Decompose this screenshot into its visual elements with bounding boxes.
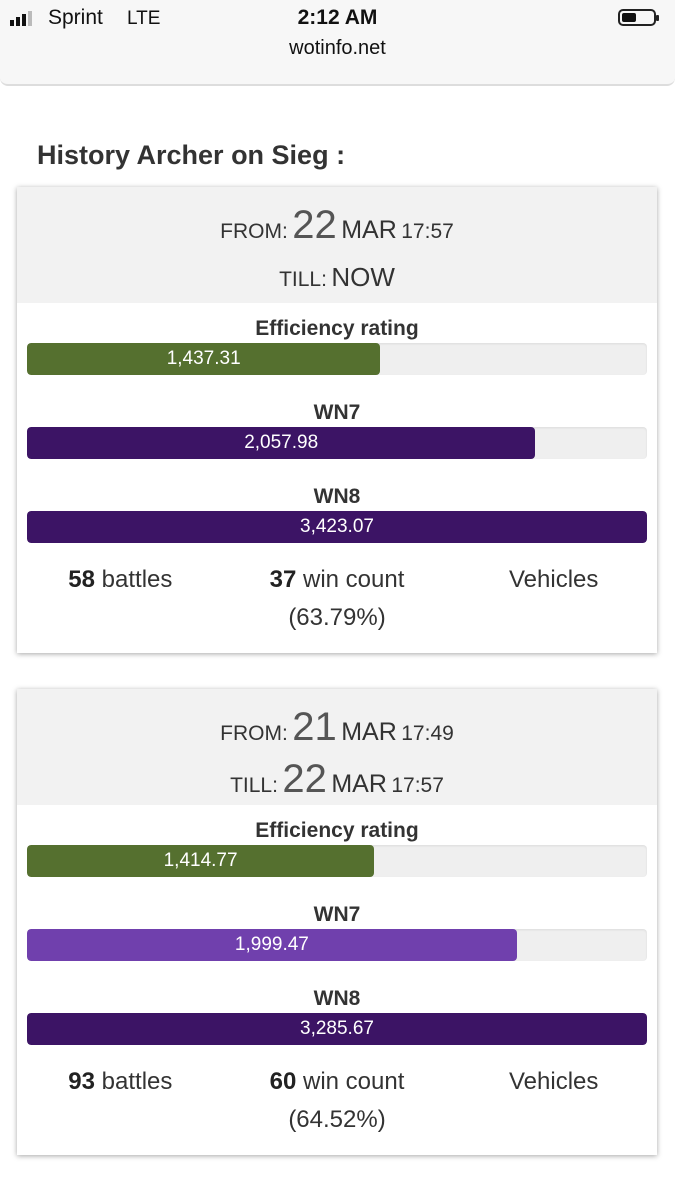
battles-label: battles	[101, 566, 173, 593]
url[interactable]: wotinfo.net	[289, 37, 386, 59]
from-time: 17:49	[401, 722, 454, 745]
rating-label: Efficiency rating	[255, 819, 419, 842]
battery-icon	[618, 9, 659, 26]
rating-track: 3,423.07	[27, 511, 647, 543]
battles: 58 battles	[27, 561, 214, 637]
status-bar: Sprint LTE 2:12 AM wotinfo.net	[0, 0, 675, 70]
wins-label: win count (64.52%)	[288, 1068, 405, 1133]
wins-count: 37	[269, 566, 297, 593]
card-header: FROM: 22 MAR 17:57 TILL: NOW	[17, 187, 657, 303]
rating-label: WN7	[313, 903, 361, 926]
rating-label: WN8	[313, 485, 361, 508]
battles-count: 58	[68, 566, 95, 593]
rating-label: WN7	[313, 401, 361, 424]
rating-track: 2,057.98	[27, 427, 647, 459]
wins-count: 60	[269, 1068, 297, 1095]
rating-bar: 3,423.07	[27, 511, 647, 543]
rating-label: Efficiency rating	[255, 317, 419, 340]
rating-bar: 1,437.31	[27, 343, 381, 375]
from-label: FROM:	[220, 722, 288, 745]
vehicles[interactable]: Vehicles	[508, 1068, 599, 1095]
page-header-strip	[0, 70, 675, 86]
heading: History Archer on Sieg :	[37, 140, 346, 170]
wins: 60 win count (64.52%)	[214, 1063, 461, 1139]
battles: 93 battles	[27, 1063, 214, 1139]
from-month: MAR	[341, 216, 397, 244]
history-card: FROM: 21 MAR 17:49 TILL: 22 MAR 17:57 Ef…	[17, 689, 657, 1155]
till-month: MAR	[331, 770, 387, 798]
rating-bar: 1,414.77	[27, 845, 375, 877]
till-label: TILL:	[279, 268, 327, 291]
history-card: FROM: 22 MAR 17:57 TILL: NOW Efficiency …	[17, 187, 657, 653]
from-line: FROM: 22 MAR 17:57	[17, 199, 657, 251]
from-day: 21	[292, 705, 337, 749]
rating-track: 3,285.67	[27, 1013, 647, 1045]
network: LTE	[127, 8, 161, 29]
wins-label: win count (63.79%)	[288, 566, 405, 631]
carrier: Sprint	[48, 6, 103, 29]
till-time: 17:57	[391, 774, 444, 797]
battles-label: battles	[101, 1068, 173, 1095]
till-label: TILL:	[230, 774, 278, 797]
rating-bar: 1,999.47	[27, 929, 517, 961]
from-time: 17:57	[401, 220, 454, 243]
rating-label: WN8	[313, 987, 361, 1010]
vehicles[interactable]: Vehicles	[508, 566, 599, 593]
till-day: 22	[282, 757, 327, 801]
rating-bar: 2,057.98	[27, 427, 536, 459]
card-header: FROM: 21 MAR 17:49 TILL: 22 MAR 17:57	[17, 689, 657, 805]
rating-track: 1,437.31	[27, 343, 647, 375]
from-line: FROM: 21 MAR 17:49	[17, 701, 657, 753]
from-day: 22	[292, 203, 337, 247]
signal-icon	[10, 11, 32, 26]
rating-track: 1,999.47	[27, 929, 647, 961]
clock: 2:12 AM	[297, 6, 378, 29]
battles-count: 93	[68, 1068, 95, 1095]
card-body: Efficiency rating 1,437.31 WN7 2,057.98 …	[17, 303, 657, 653]
till-line: TILL: NOW	[17, 251, 657, 303]
till-line: TILL: 22 MAR 17:57	[17, 753, 657, 805]
stats-row: 58 battles 37 win count (63.79%) Vehicle…	[27, 561, 647, 637]
from-label: FROM:	[220, 220, 288, 243]
card-body: Efficiency rating 1,414.77 WN7 1,999.47 …	[17, 805, 657, 1155]
rating-track: 1,414.77	[27, 845, 647, 877]
rating-bar: 3,285.67	[27, 1013, 647, 1045]
till-text: NOW	[331, 262, 395, 292]
wins: 37 win count (63.79%)	[214, 561, 461, 637]
from-month: MAR	[341, 718, 397, 746]
stats-row: 93 battles 60 win count (64.52%) Vehicle…	[27, 1063, 647, 1139]
